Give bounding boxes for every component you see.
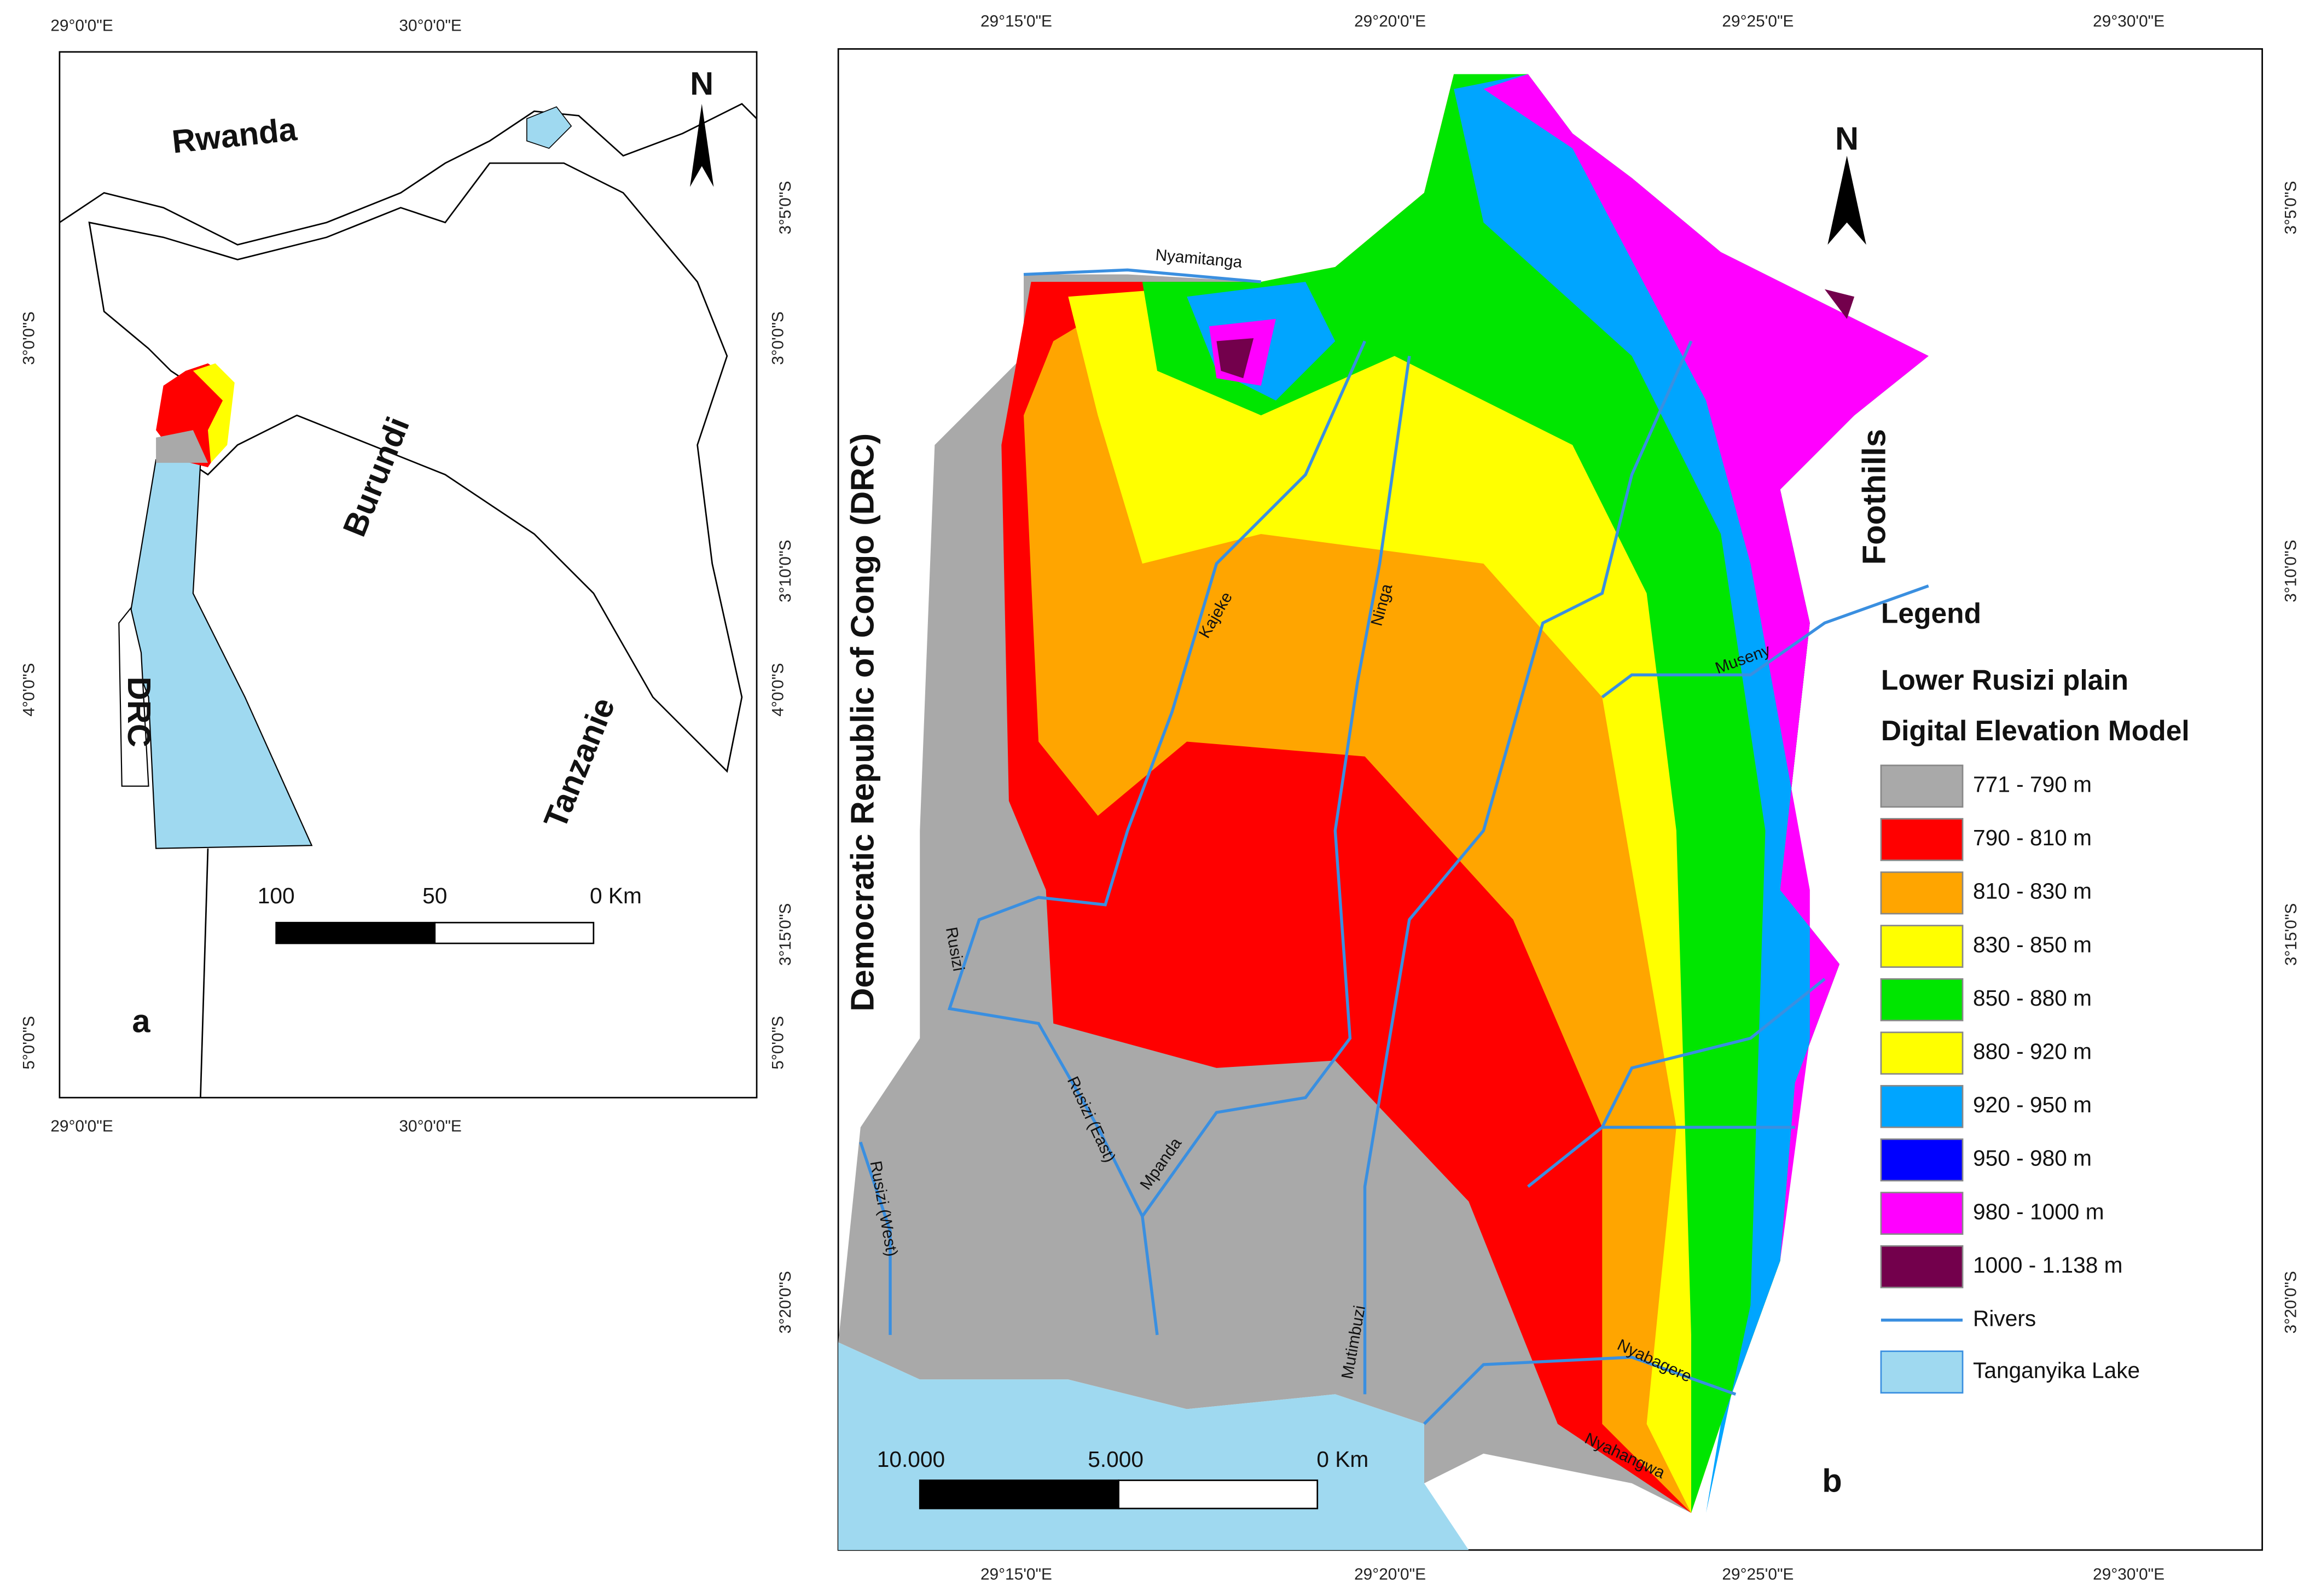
legend-label: Rivers — [1973, 1305, 2036, 1331]
tick-label: 3°15'0"S — [776, 903, 794, 966]
scale-bar — [1118, 1479, 1319, 1510]
river — [1423, 1355, 1737, 1425]
river — [1601, 584, 1929, 699]
tick-label: 4°0'0"S — [20, 663, 38, 717]
region-label: Foothills — [1856, 429, 1893, 565]
elevation-band — [1209, 74, 1929, 1261]
tick-label: 3°15'0"S — [2282, 903, 2300, 966]
tick-label: 5°0'0"S — [20, 1016, 38, 1070]
tick-label: 29°25'0"E — [1722, 13, 1794, 31]
river — [1023, 268, 1261, 283]
north-arrow — [690, 103, 714, 187]
tick-label: 3°10'0"S — [2282, 540, 2300, 602]
shore — [118, 607, 149, 787]
panel-label: b — [1822, 1462, 1842, 1499]
legend-swatch — [1880, 1350, 1964, 1394]
scale-label: 5.000 — [1088, 1447, 1144, 1472]
legend-label: 850 - 880 m — [1973, 985, 2092, 1011]
tick-label: 29°25'0"E — [1722, 1565, 1794, 1583]
legend-label: Tanganyika Lake — [1973, 1357, 2140, 1383]
legend-heading: Digital Elevation Model — [1881, 715, 2190, 746]
region-label: Democratic Republic of Congo (DRC) — [844, 433, 881, 1012]
legend-label: 830 - 850 m — [1973, 932, 2092, 957]
north-arrow — [1827, 155, 1866, 245]
tick-label: 29°20'0"E — [1354, 13, 1426, 31]
tick-label: 3°20'0"S — [776, 1271, 794, 1333]
tick-label: 29°15'0"E — [980, 13, 1052, 31]
tick-label: 3°5'0"S — [776, 181, 794, 235]
river — [859, 1141, 892, 1335]
river — [1527, 978, 1826, 1188]
legend-label: 980 - 1000 m — [1973, 1199, 2104, 1224]
legend-label: 880 - 920 m — [1973, 1039, 2092, 1064]
legend-swatch — [1880, 1031, 1964, 1075]
legend-swatch — [1880, 764, 1964, 808]
tick-label: 29°30'0"E — [2093, 13, 2164, 31]
tick-label: 30°0'0"E — [399, 1117, 461, 1135]
tick-label: 29°15'0"E — [980, 1565, 1052, 1583]
tick-label: 3°0'0"S — [20, 311, 38, 365]
north-label: N — [1835, 120, 1859, 156]
legend-swatch — [1880, 925, 1964, 968]
legend-label: 1000 - 1.138 m — [1973, 1252, 2122, 1278]
tick-label: 4°0'0"S — [769, 663, 787, 717]
scale-label: 100 — [258, 883, 295, 908]
river — [1363, 340, 1693, 1395]
tick-label: 3°10'0"S — [776, 540, 794, 602]
legend-swatch — [1880, 978, 1964, 1022]
place-label: DRC — [121, 677, 158, 747]
dem-patch — [156, 430, 208, 463]
tick-label: 3°5'0"S — [2282, 181, 2300, 235]
legend-subtitle: Lower Rusizi plain — [1881, 664, 2128, 696]
scale-bar — [919, 1479, 1119, 1510]
border — [200, 848, 209, 1098]
tick-label: 29°30'0"E — [2093, 1565, 2164, 1583]
scale-bar — [434, 921, 595, 944]
river — [947, 340, 1367, 1336]
panel-label: a — [132, 1002, 150, 1039]
scale-label: 0 Km — [1316, 1447, 1368, 1472]
panel-b — [837, 48, 2264, 1551]
rivers — [859, 268, 1929, 1425]
legend-swatch — [1880, 818, 1964, 861]
border — [59, 103, 757, 246]
tick-label: 29°20'0"E — [1354, 1565, 1426, 1583]
legend-title: Legend — [1881, 597, 1981, 629]
panel-a — [59, 51, 758, 1099]
tick-label: 3°0'0"S — [769, 311, 787, 365]
scale-bar — [275, 921, 436, 944]
legend-swatch — [1880, 1192, 1964, 1235]
tick-label: 29°0'0"E — [50, 17, 113, 35]
lake — [526, 106, 572, 149]
scale-label: 10.000 — [877, 1447, 945, 1472]
north-label: N — [690, 65, 713, 102]
scale-label: 50 — [422, 883, 447, 908]
legend-swatch — [1880, 1245, 1964, 1289]
legend-label: 950 - 980 m — [1973, 1146, 2092, 1171]
scale-label: 0 Km — [590, 883, 642, 908]
legend-label: 920 - 950 m — [1973, 1092, 2092, 1117]
legend-swatch — [1880, 1138, 1964, 1182]
tick-label: 30°0'0"E — [399, 17, 461, 35]
legend-swatch — [1880, 1085, 1964, 1128]
tick-label: 3°20'0"S — [2282, 1271, 2300, 1333]
dem-patch — [193, 363, 235, 463]
tick-label: 5°0'0"S — [769, 1016, 787, 1070]
legend-label: 810 - 830 m — [1973, 879, 2092, 904]
tick-label: 29°0'0"E — [50, 1117, 113, 1135]
legend-label: 790 - 810 m — [1973, 825, 2092, 850]
legend-label: 771 - 790 m — [1973, 772, 2092, 797]
river — [1141, 356, 1411, 1217]
legend-swatch — [1880, 871, 1964, 915]
